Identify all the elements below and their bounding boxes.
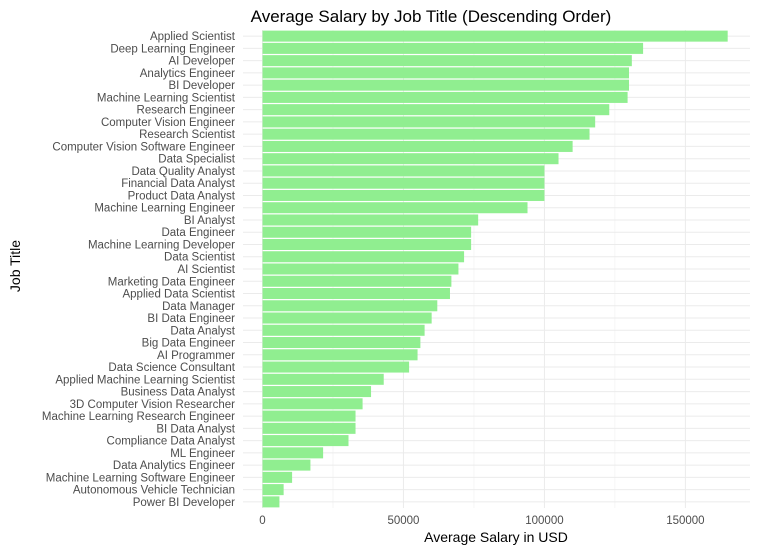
bar: [262, 287, 450, 300]
y-tick-label: Data Quality Analyst: [131, 166, 235, 178]
bar: [262, 55, 632, 67]
x-tick-label: 0: [259, 515, 265, 527]
y-tick-label: Autonomous Vehicle Technician: [73, 485, 235, 497]
y-tick-label: Machine Learning Engineer: [94, 203, 235, 215]
y-tick-label: Data Science Consultant: [108, 362, 235, 374]
x-tick-label: 50000: [387, 515, 419, 527]
bar: [262, 104, 610, 116]
y-tick-label: BI Developer: [169, 80, 236, 92]
y-tick-label: Analytics Engineer: [140, 68, 235, 80]
bar: [262, 300, 438, 312]
y-tick-label: Power BI Developer: [133, 497, 235, 509]
y-tick-label: Applied Machine Learning Scientist: [55, 374, 235, 386]
y-tick-label: Computer Vision Engineer: [101, 117, 235, 129]
y-tick-label: Data Engineer: [161, 227, 235, 239]
y-tick-label: 3D Computer Vision Researcher: [70, 399, 236, 411]
bar: [262, 349, 418, 361]
y-tick-label: Research Scientist: [139, 129, 236, 141]
bar: [262, 202, 528, 214]
bar: [262, 79, 630, 91]
bar: [262, 177, 545, 189]
bar: [262, 337, 421, 349]
bar: [262, 116, 596, 128]
bar: [262, 153, 559, 165]
bar: [262, 422, 356, 434]
bar: [262, 263, 459, 275]
bar: [262, 275, 452, 287]
bar: [262, 30, 728, 42]
y-tick-label: Product Data Analyst: [128, 190, 236, 202]
x-axis-title: Average Salary in USD: [424, 529, 568, 545]
y-axis-title: Job Title: [7, 240, 23, 292]
bar: [262, 373, 384, 385]
bar: [262, 42, 644, 54]
bar: [262, 251, 465, 263]
bar: [262, 128, 590, 140]
bar: [262, 361, 410, 373]
y-tick-label: Deep Learning Engineer: [110, 43, 235, 55]
bar: [262, 496, 280, 508]
bar: [262, 484, 284, 496]
y-tick-label: Machine Learning Software Engineer: [46, 472, 235, 484]
y-tick-label: Data Analytics Engineer: [113, 460, 235, 472]
y-tick-label: AI Scientist: [177, 264, 235, 276]
y-tick-label: Machine Learning Developer: [88, 239, 235, 251]
bars: [262, 30, 728, 508]
bar: [262, 435, 349, 447]
y-tick-label: Machine Learning Research Engineer: [42, 411, 235, 423]
y-tick-label: Machine Learning Scientist: [97, 92, 236, 104]
bar: [262, 67, 630, 79]
y-tick-label: Research Engineer: [137, 105, 236, 117]
bar: [262, 312, 432, 324]
y-tick-label: Data Analyst: [170, 325, 235, 337]
y-tick-label: Applied Scientist: [150, 31, 236, 43]
y-tick-label: BI Data Analyst: [156, 423, 235, 435]
bar: [262, 398, 363, 410]
y-tick-label: Data Manager: [162, 301, 235, 313]
y-tick-label: Applied Data Scientist: [122, 289, 235, 301]
y-tick-label: Business Data Analyst: [121, 387, 236, 399]
bar: [262, 238, 472, 251]
y-tick-label: BI Analyst: [184, 215, 236, 227]
bar: [262, 91, 628, 103]
y-tick-label: Computer Vision Software Engineer: [52, 141, 235, 153]
bar: [262, 214, 479, 226]
y-tick-label: Compliance Data Analyst: [107, 436, 236, 448]
y-tick-label: AI Programmer: [157, 350, 235, 362]
y-tick-label: Financial Data Analyst: [121, 178, 236, 190]
y-tick-label: Marketing Data Engineer: [108, 276, 235, 288]
y-tick-label: ML Engineer: [170, 448, 235, 460]
bar: [262, 189, 545, 201]
bar: [262, 324, 425, 336]
bar: [262, 459, 311, 471]
y-tick-label: BI Data Engineer: [147, 313, 235, 325]
x-tick-label: 100000: [525, 515, 563, 527]
bar: [262, 447, 324, 459]
y-tick-label: Data Scientist: [164, 252, 236, 264]
bar: [262, 140, 573, 152]
y-tick-label: Data Specialist: [158, 154, 236, 166]
bar: [262, 165, 545, 177]
chart-title: Average Salary by Job Title (Descending …: [251, 7, 612, 26]
x-tick-label: 150000: [666, 515, 704, 527]
bar: [262, 471, 293, 483]
bar: [262, 386, 372, 398]
bar: [262, 226, 472, 238]
y-tick-label: Big Data Engineer: [142, 338, 236, 350]
y-tick-label: AI Developer: [169, 56, 236, 68]
bar: [262, 410, 356, 422]
x-tick-labels: 0 50000 100000 150000: [259, 515, 704, 527]
